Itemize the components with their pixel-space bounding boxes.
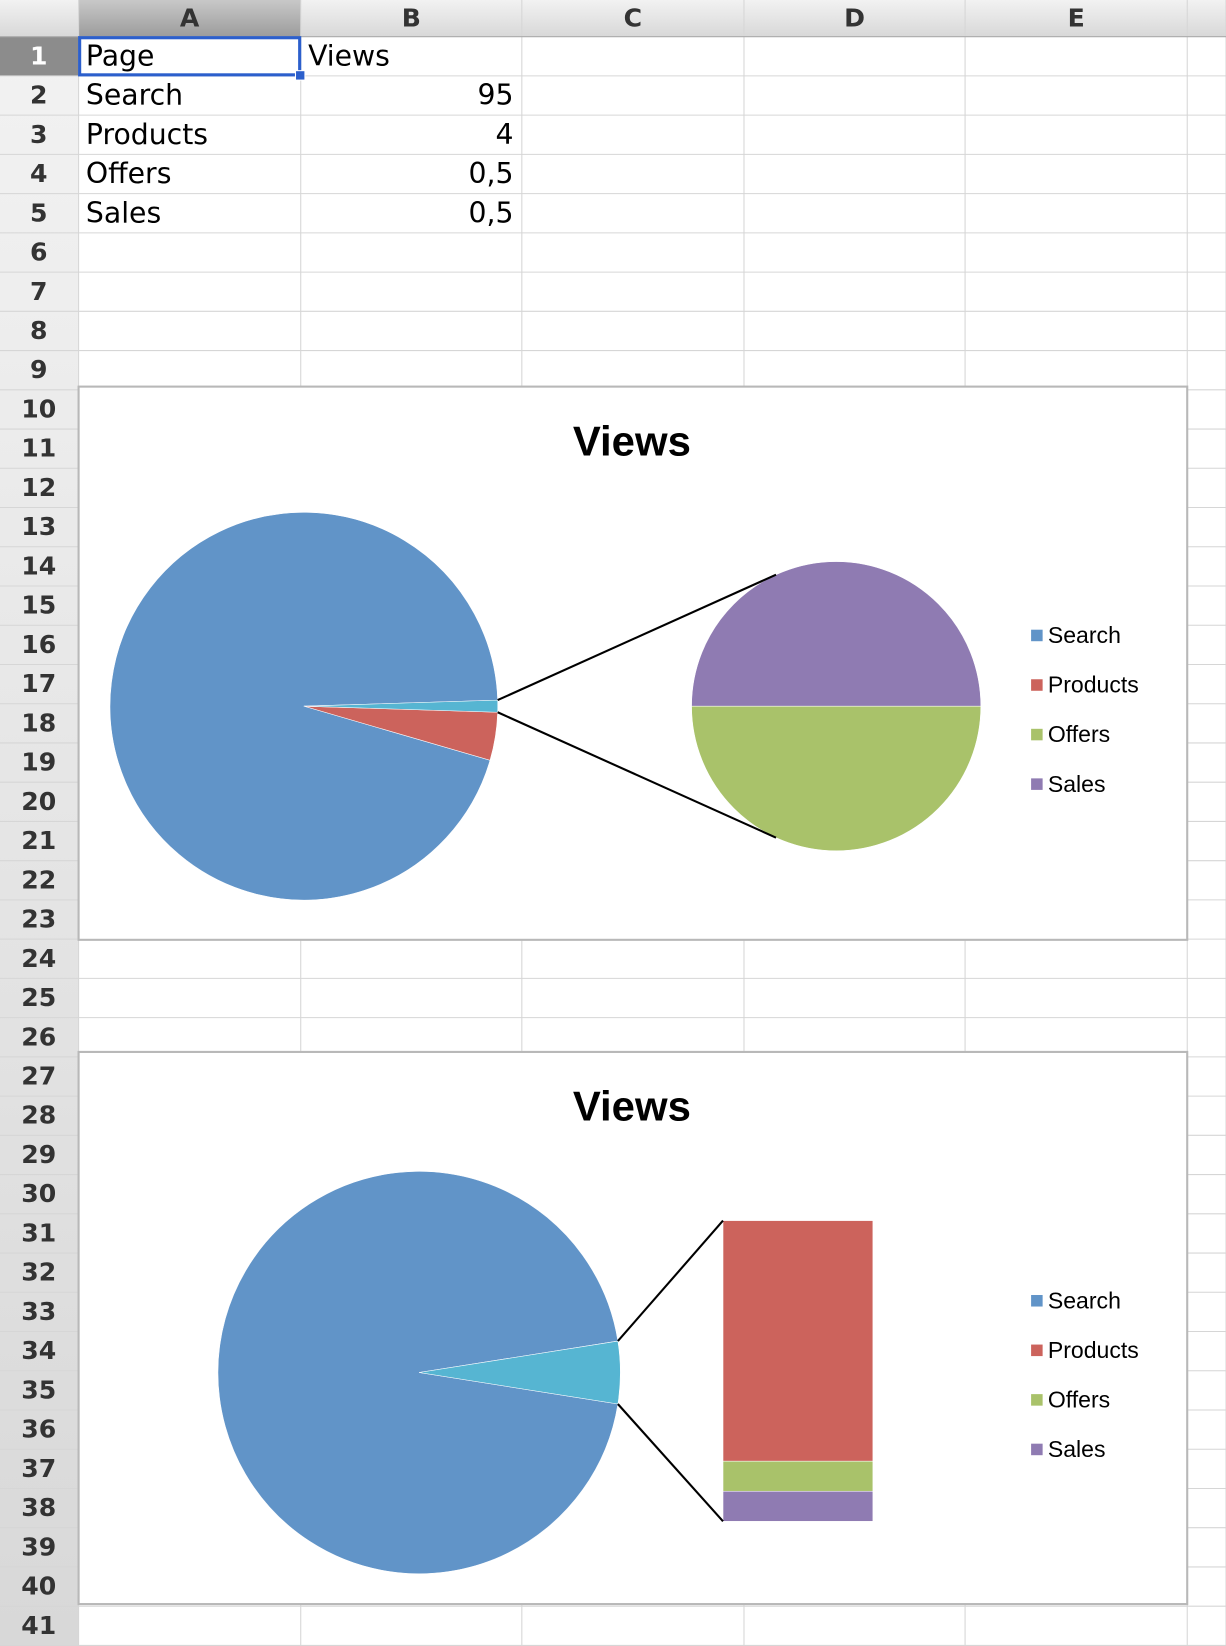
row-number: 35	[21, 1375, 56, 1404]
column-letter: D	[844, 3, 865, 32]
cell-text: Products	[86, 118, 208, 151]
row-number: 7	[30, 277, 47, 306]
row-number: 40	[21, 1572, 56, 1601]
selected-row-header	[0, 36, 79, 76]
row-number: 10	[21, 394, 56, 423]
secondary-slice	[691, 561, 982, 707]
row-number: 8	[30, 316, 47, 345]
legend-label: Search	[1048, 1287, 1121, 1313]
row-number: 27	[21, 1062, 56, 1091]
row-number: 39	[21, 1532, 56, 1561]
bar-segment	[722, 1220, 874, 1462]
row-number: 19	[21, 748, 56, 777]
connector	[617, 1403, 724, 1523]
legend-swatch	[1031, 1394, 1043, 1406]
column-letter: C	[624, 3, 642, 32]
legend-swatch	[1031, 1295, 1043, 1307]
legend-swatch	[1031, 1443, 1043, 1456]
row-number: 5	[30, 198, 47, 227]
row-number: 33	[21, 1297, 56, 1326]
row-number: 12	[21, 473, 56, 502]
row-number: 31	[21, 1218, 56, 1247]
legend-label: Sales	[1048, 771, 1106, 797]
legend-label: Offers	[1048, 721, 1110, 747]
row-number: 2	[30, 81, 47, 110]
row-number: 11	[21, 434, 56, 463]
cell-text: Views	[308, 39, 390, 72]
legend-swatch	[1031, 778, 1043, 790]
connector	[617, 1219, 724, 1342]
row-number: 29	[21, 1140, 56, 1169]
legend-label: Sales	[1048, 1436, 1106, 1462]
cell-text: 95	[477, 79, 513, 112]
cell-text: 0,5	[468, 196, 513, 229]
row-header-bar	[0, 36, 79, 1646]
connector	[497, 711, 777, 839]
row-number: 14	[21, 551, 56, 580]
row-number: 26	[21, 1022, 56, 1051]
cell-text: Page	[86, 39, 154, 72]
cell-text: Search	[86, 79, 183, 112]
row-number: 13	[21, 512, 56, 541]
fill-handle	[294, 70, 306, 81]
column-letter: E	[1068, 3, 1085, 32]
row-number: 6	[30, 238, 47, 267]
column-letter: A	[180, 3, 200, 32]
row-number: 32	[21, 1258, 56, 1287]
cell-text: Offers	[86, 157, 172, 190]
secondary-slice	[691, 705, 982, 852]
row-number: 23	[21, 905, 56, 934]
row-number: 9	[30, 355, 47, 384]
legend-swatch	[1031, 679, 1043, 691]
row-number: 3	[30, 120, 47, 149]
legend-label: Offers	[1048, 1387, 1110, 1413]
row-number: 4	[30, 159, 47, 188]
cell-text: Sales	[86, 196, 161, 229]
selected-column-header	[78, 0, 301, 37]
legend-label: Products	[1048, 672, 1139, 698]
cell-text: 0,5	[468, 157, 513, 190]
pie-slice	[217, 1171, 619, 1574]
row-number: 36	[21, 1415, 56, 1444]
legend-swatch	[1031, 629, 1043, 642]
cell-text: 4	[495, 118, 513, 151]
row-number: 20	[21, 787, 56, 816]
row-number: 34	[21, 1336, 56, 1365]
selected-cell	[78, 36, 302, 77]
row-number: 1	[30, 41, 47, 70]
column-letter: B	[402, 3, 421, 32]
row-number: 41	[21, 1611, 56, 1640]
row-number: 21	[21, 826, 56, 855]
pie-slice	[109, 512, 498, 901]
chart-title: Views	[573, 417, 691, 464]
legend-label: Search	[1048, 622, 1121, 648]
row-number: 15	[21, 591, 56, 620]
row-number: 25	[21, 983, 56, 1012]
row-number: 30	[21, 1179, 56, 1208]
bar-segment	[722, 1490, 874, 1522]
bar-segment	[722, 1460, 874, 1492]
row-number: 28	[21, 1101, 56, 1130]
chart-title: Views	[573, 1083, 691, 1130]
row-number: 22	[21, 865, 56, 894]
connector	[497, 573, 777, 702]
legend-swatch	[1031, 1344, 1043, 1357]
other-slice	[303, 699, 498, 713]
legend-label: Products	[1048, 1337, 1139, 1363]
legend-swatch	[1031, 728, 1043, 741]
other-slice	[419, 1340, 621, 1405]
row-number: 18	[21, 708, 56, 737]
row-number: 37	[21, 1454, 56, 1483]
row-number: 17	[21, 669, 56, 698]
row-number: 24	[21, 944, 56, 973]
row-number: 38	[21, 1493, 56, 1522]
row-number: 16	[21, 630, 56, 659]
